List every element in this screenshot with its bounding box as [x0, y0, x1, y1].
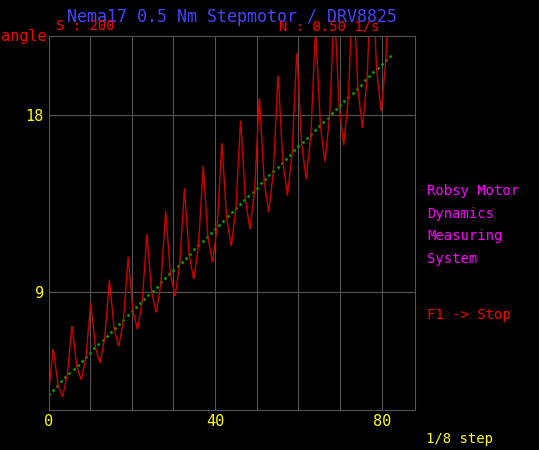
Text: Dynamics: Dynamics: [427, 207, 494, 221]
Text: F1 -> Stop: F1 -> Stop: [427, 308, 510, 322]
Text: N : 0.50 1/s: N : 0.50 1/s: [279, 19, 380, 33]
Text: Nema17 0.5 Nm Stepmotor / DRV8825: Nema17 0.5 Nm Stepmotor / DRV8825: [67, 8, 397, 26]
Text: System: System: [427, 252, 477, 266]
Text: angle: angle: [1, 28, 46, 44]
Text: 1/8 step: 1/8 step: [426, 432, 493, 446]
Text: Measuring: Measuring: [427, 229, 502, 243]
Text: Robsy Motor: Robsy Motor: [427, 184, 519, 198]
Text: S : 200: S : 200: [56, 19, 114, 33]
